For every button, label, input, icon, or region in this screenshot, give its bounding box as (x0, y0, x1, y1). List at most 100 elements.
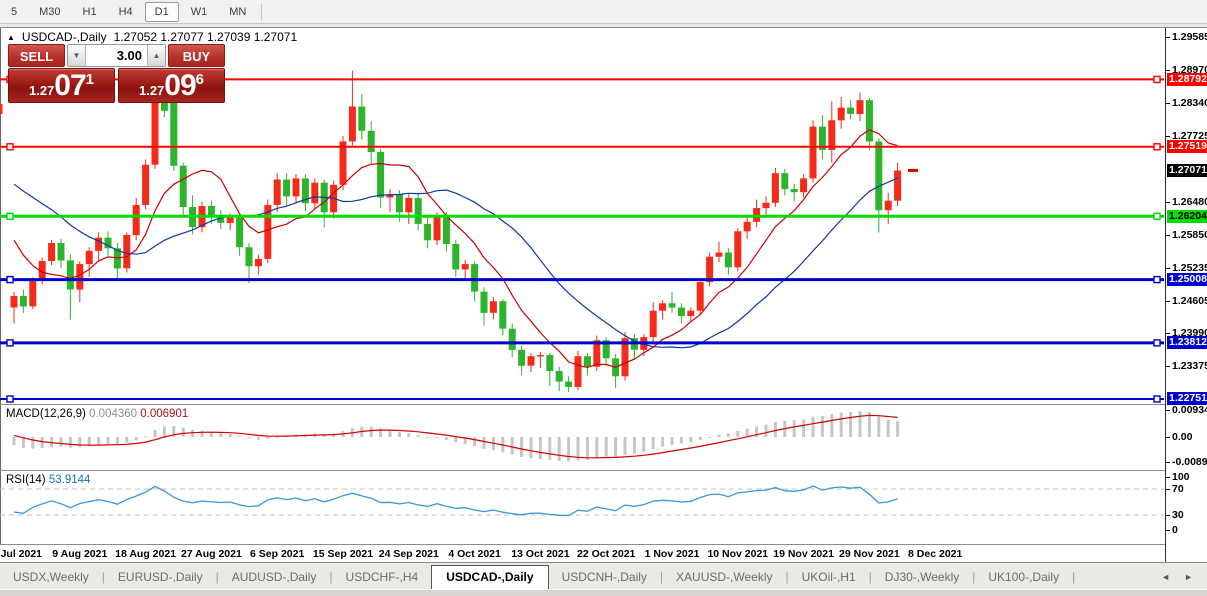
price-axis[interactable]: 1.29585 1.28970 1.28340 1.27725 1.26480 1.258… (1165, 28, 1207, 562)
panel-separator[interactable] (0, 470, 1207, 471)
timeframe-button-5[interactable]: 5 (11, 5, 18, 18)
sell-price-sup: 1 (85, 71, 95, 88)
date-label: 4 Oct 2021 (448, 548, 501, 560)
axis-tick-label: 1.23375 (1166, 360, 1207, 372)
timeframe-button-m30[interactable]: M30 (39, 5, 61, 18)
timeframe-button-d1[interactable]: D1 (144, 1, 179, 22)
hline-handle (6, 212, 14, 221)
chart-symbol-title: USDCAD-,Daily (21, 30, 107, 44)
axis-tick-label: 1.27725 (1166, 130, 1207, 142)
sell-price-prefix: 1.27 (28, 83, 55, 98)
axis-tick-label: 1.28340 (1166, 97, 1207, 109)
timeframe-button-w1[interactable]: W1 (190, 5, 208, 18)
date-label: 22 Oct 2021 (576, 548, 636, 560)
timeframe-button-mn[interactable]: MN (229, 5, 247, 18)
chart-area-background (0, 28, 1165, 562)
date-label: 30 Jul 2021 (0, 548, 43, 560)
volume-input[interactable]: 3.00 (116, 48, 142, 63)
tab-scroll-left-icon[interactable]: ◄ (1161, 572, 1171, 582)
macd-label-row: MACD(12,26,9) 0.004360 0.006901 (6, 408, 188, 420)
tab-separator: | (1072, 570, 1076, 584)
tab-audusd-daily[interactable]: AUDUSD-,Daily (231, 570, 317, 584)
tab-separator: | (101, 570, 105, 584)
buy-price-big: 09 (164, 69, 196, 102)
chart-title-row: ▲ USDCAD-,Daily 1.27052 1.27077 1.27039 … (7, 30, 297, 44)
hline-handle (1153, 339, 1161, 347)
tab-separator: | (868, 570, 872, 584)
macd-indicator-canvas[interactable] (0, 406, 1165, 470)
tab-separator: | (785, 570, 789, 584)
volume-increase-button[interactable]: ▲ (147, 45, 165, 66)
axis-tick-label: 0.009345 (1166, 404, 1207, 416)
macd-main-value: 0.004360 (89, 408, 138, 420)
tab-dj30-weekly[interactable]: DJ30-,Weekly (884, 570, 960, 584)
axis-tick-label: 0.00 (1166, 431, 1192, 443)
date-label: 24 Sep 2021 (378, 548, 439, 560)
tab-usdcnh-daily[interactable]: USDCNH-,Daily (561, 570, 647, 584)
tab-separator: | (972, 570, 976, 584)
rsi-indicator-canvas[interactable] (0, 472, 1165, 545)
axis-tick-label: -0.008902 (1166, 456, 1207, 468)
sell-price-display[interactable]: 1.27 07 1 (8, 68, 115, 103)
sell-button[interactable]: SELL (8, 44, 65, 67)
axis-tick-label: 1.26480 (1166, 196, 1207, 208)
date-label: 13 Oct 2021 (511, 548, 570, 560)
panel-separator[interactable] (0, 404, 1207, 405)
edge-candle-fragment (0, 104, 3, 114)
last-price-marker (908, 168, 918, 172)
hline-handle (6, 339, 14, 347)
one-click-trading-panel: SELL ▼ 3.00 ▲ BUY 1.27 07 1 1.27 09 6 (8, 44, 225, 103)
axis-tick-label: 30 (1166, 509, 1184, 521)
axis-tick-label: 1.24605 (1166, 295, 1207, 307)
date-label: 9 Aug 2021 (52, 548, 108, 560)
chart-tab-bar: USDX,Weekly | EURUSD-,Daily | AUDUSD-,Daily |… (0, 563, 1207, 590)
main-chart-canvas[interactable] (0, 28, 1165, 404)
tab-scroll-right-icon[interactable]: ► (1184, 572, 1193, 582)
date-label: 15 Sep 2021 (312, 548, 374, 560)
macd-signal-line (13, 414, 898, 459)
ma-fast-line (13, 129, 898, 369)
horizontal-lines (0, 75, 1164, 403)
volume-decrease-button[interactable]: ▼ (68, 45, 86, 66)
volume-stepper: ▼ 3.00 ▲ (67, 44, 166, 67)
ma-slow-line (13, 177, 898, 349)
timeframe-button-h4[interactable]: H4 (118, 5, 133, 18)
rsi-label-row: RSI(14) 53.9144 (6, 474, 90, 486)
panel-separator (0, 562, 1207, 563)
collapse-chart-icon[interactable]: ▲ (7, 32, 15, 42)
date-label: 19 Nov 2021 (773, 548, 834, 560)
tab-xauusd-weekly[interactable]: XAUUSD-,Weekly (676, 570, 773, 584)
macd-label: MACD(12,26,9) (6, 408, 86, 420)
tab-usdcad-daily[interactable]: USDCAD-,Daily (431, 565, 549, 590)
macd-signal-value: 0.006901 (140, 408, 189, 420)
tab-usdx-weekly[interactable]: USDX,Weekly (13, 570, 89, 584)
hline-price-badge: 1.23812 (1167, 336, 1207, 350)
hline-handle (6, 395, 14, 403)
hline-handle (1153, 143, 1161, 151)
tab-eurusd-daily[interactable]: EURUSD-,Daily (117, 570, 203, 584)
date-label: 10 Nov 2021 (707, 548, 769, 560)
tab-ukoil-h1[interactable]: UKOil-,H1 (801, 570, 856, 584)
tab-separator: | (329, 570, 333, 584)
date-label: 18 Aug 2021 (115, 548, 177, 560)
rsi-value: 53.9144 (48, 474, 91, 486)
hline-handle (6, 143, 14, 151)
hline-handle (1153, 395, 1161, 403)
hline-handle (1153, 75, 1161, 84)
hline-price-badge: 1.22751 (1167, 392, 1207, 406)
hline-handle (6, 275, 14, 284)
axis-tick-label: 1.25850 (1166, 229, 1207, 241)
buy-button[interactable]: BUY (168, 44, 225, 67)
tab-separator: | (659, 570, 664, 584)
tab-uk100-daily[interactable]: UK100-,Daily (988, 570, 1060, 584)
chart-ohlc-readout: 1.27052 1.27077 1.27039 1.27071 (113, 30, 298, 44)
hline-price-badge: 1.25008 (1167, 273, 1207, 287)
timeframe-button-h1[interactable]: H1 (82, 5, 97, 18)
hline-handle (1153, 275, 1161, 284)
buy-price-display[interactable]: 1.27 09 6 (118, 68, 225, 103)
tab-separator: | (215, 570, 219, 584)
date-label: 1 Nov 2021 (644, 548, 700, 560)
rsi-label: RSI(14) (6, 474, 46, 486)
tab-usdchf-h4[interactable]: USDCHF-,H4 (345, 570, 419, 584)
